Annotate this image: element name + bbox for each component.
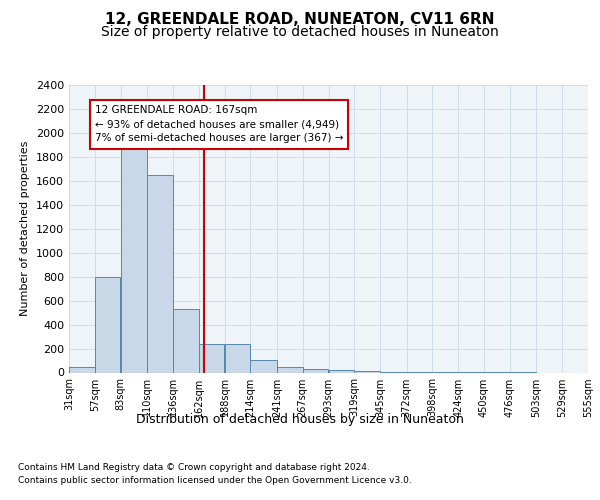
Bar <box>121 145 147 372</box>
Y-axis label: Number of detached properties: Number of detached properties <box>20 141 31 316</box>
Text: Contains HM Land Registry data © Crown copyright and database right 2024.: Contains HM Land Registry data © Crown c… <box>18 462 370 471</box>
Bar <box>199 344 224 372</box>
Bar <box>224 344 250 372</box>
Bar <box>148 175 173 372</box>
Bar <box>277 366 302 372</box>
Bar <box>329 370 354 372</box>
Bar <box>173 309 199 372</box>
Text: Size of property relative to detached houses in Nuneaton: Size of property relative to detached ho… <box>101 25 499 39</box>
Text: 12, GREENDALE ROAD, NUNEATON, CV11 6RN: 12, GREENDALE ROAD, NUNEATON, CV11 6RN <box>105 12 495 28</box>
Bar <box>303 369 328 372</box>
Text: Contains public sector information licensed under the Open Government Licence v3: Contains public sector information licen… <box>18 476 412 485</box>
Text: Distribution of detached houses by size in Nuneaton: Distribution of detached houses by size … <box>136 412 464 426</box>
Bar <box>69 366 95 372</box>
Bar <box>95 276 121 372</box>
Bar <box>250 360 277 372</box>
Text: 12 GREENDALE ROAD: 167sqm
← 93% of detached houses are smaller (4,949)
7% of sem: 12 GREENDALE ROAD: 167sqm ← 93% of detac… <box>95 106 343 144</box>
